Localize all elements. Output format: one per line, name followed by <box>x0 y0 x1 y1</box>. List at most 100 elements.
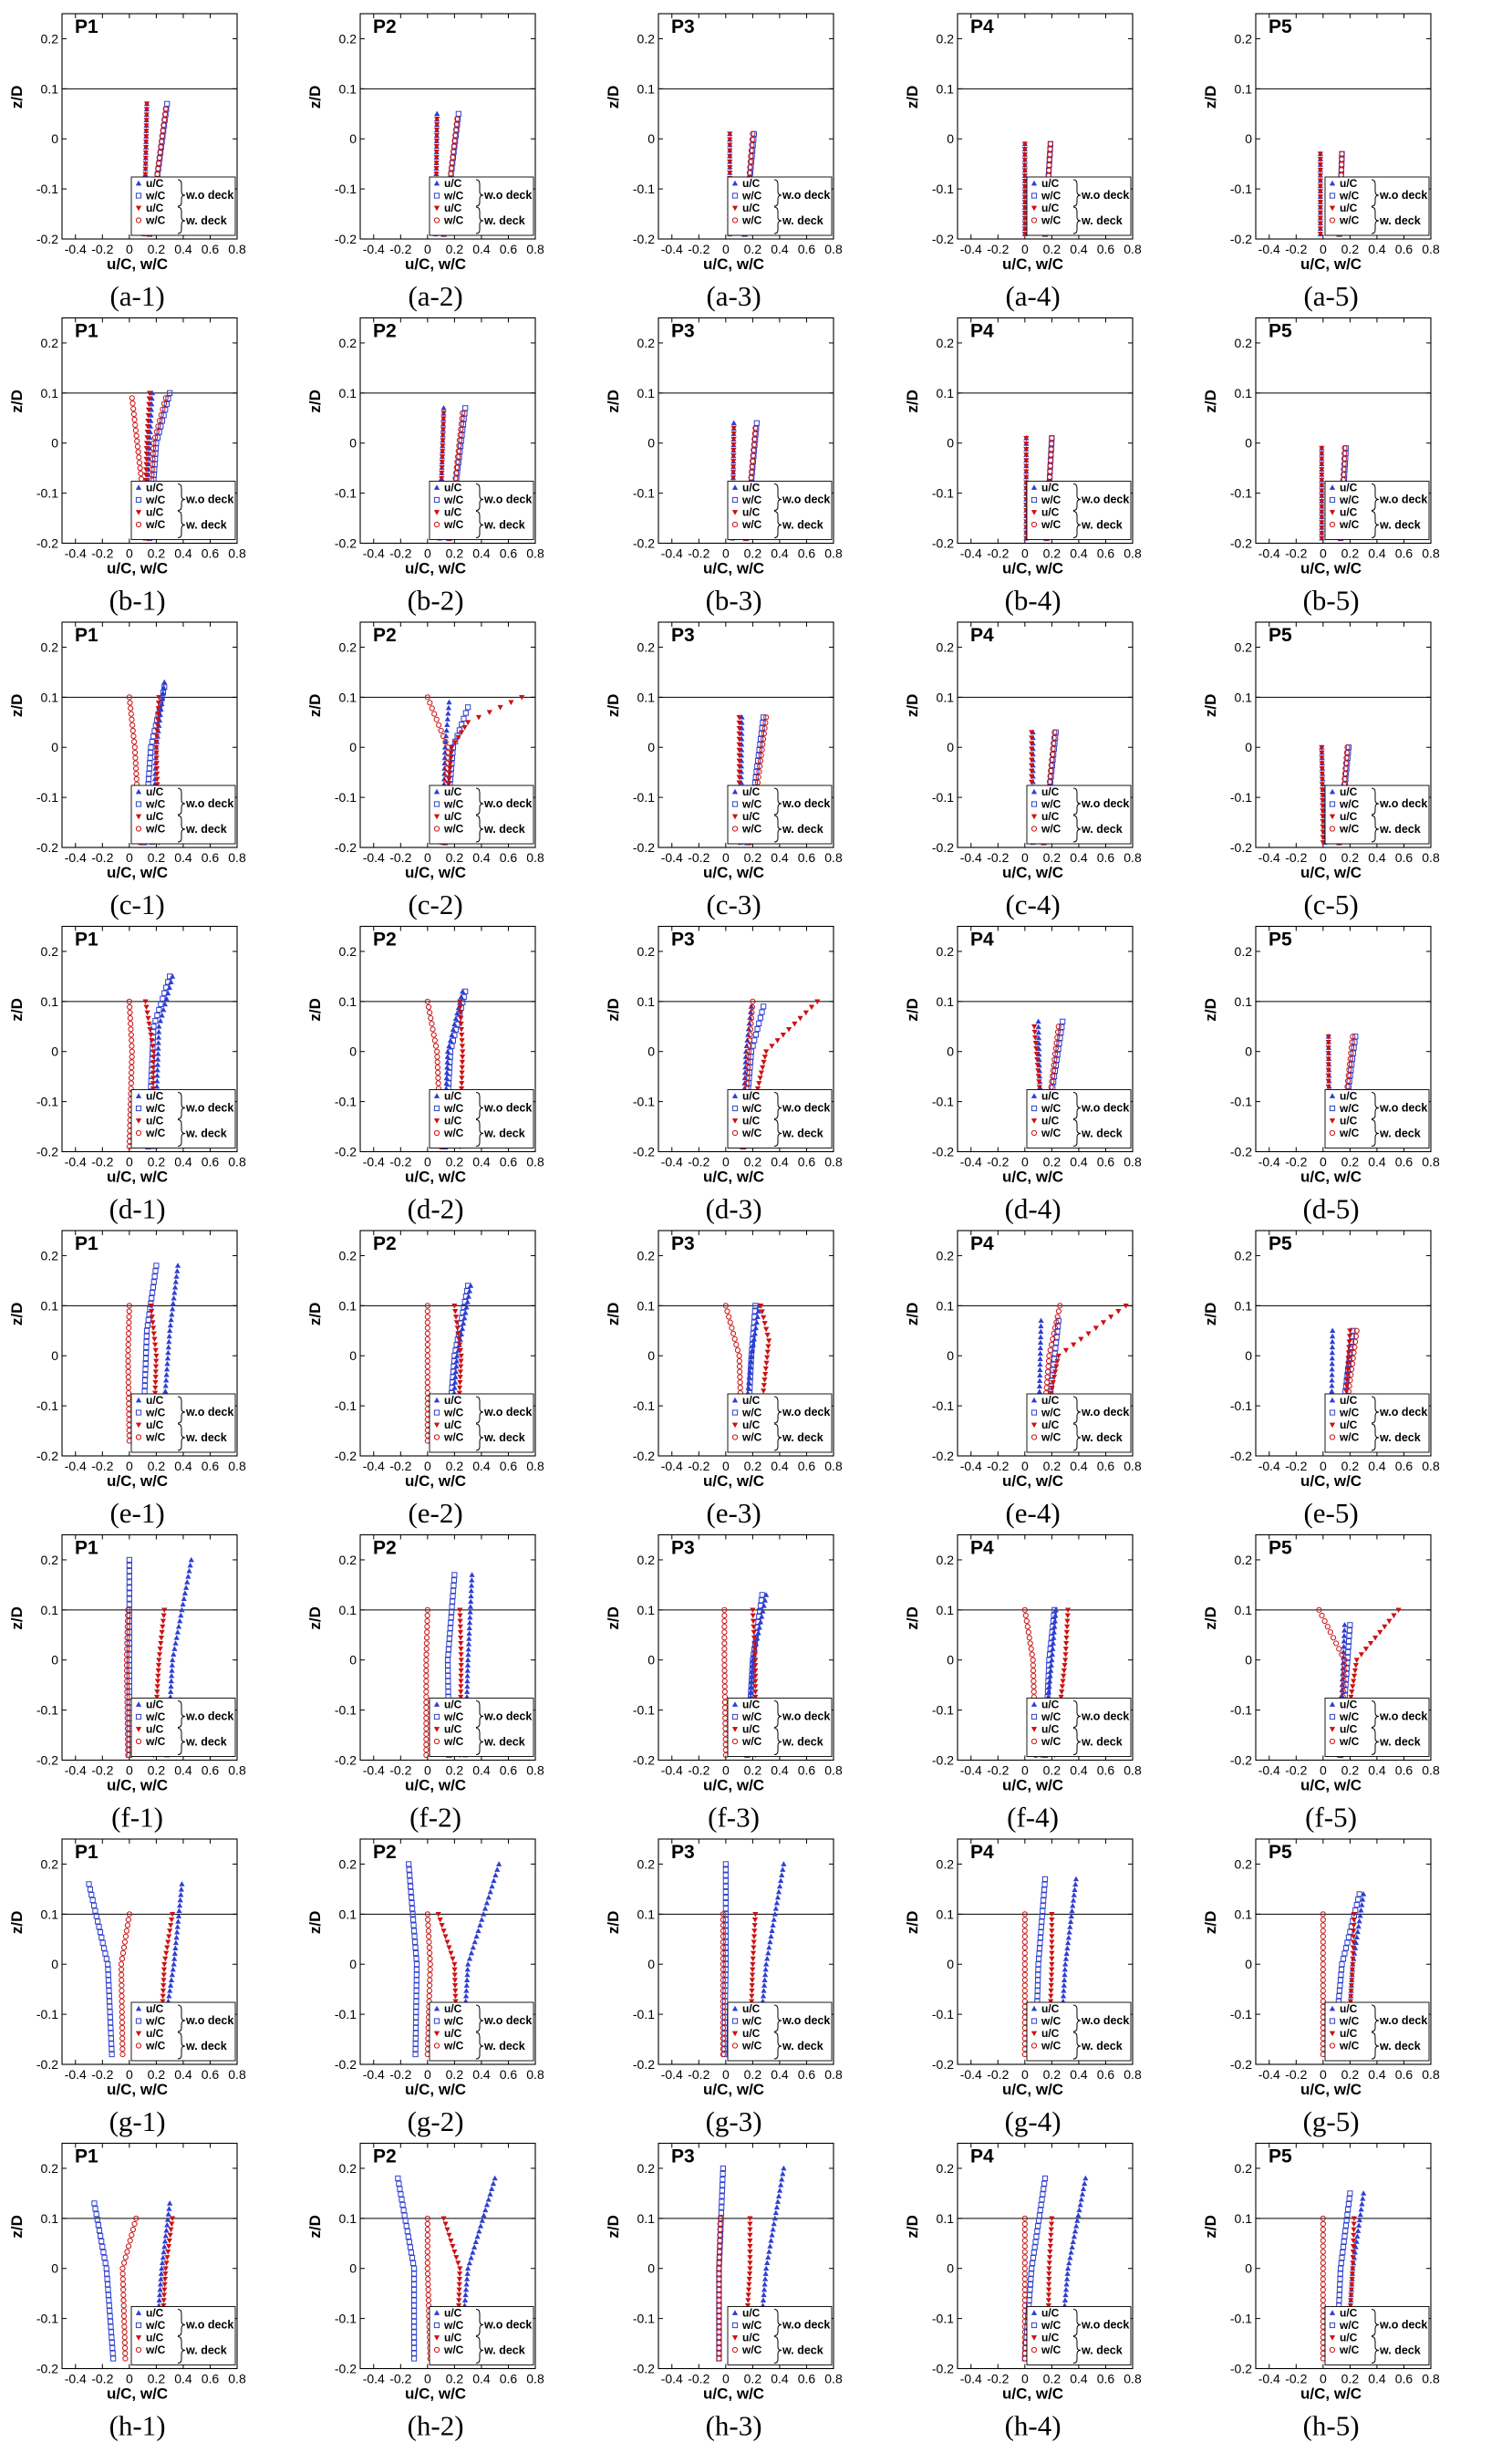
x-axis-label: u/C, w/C <box>1002 560 1063 577</box>
x-tick-label: 0.6 <box>1395 1459 1414 1473</box>
legend-group-label: w.o deck <box>1379 1406 1427 1419</box>
legend-group-label: w.o deck <box>782 1102 830 1115</box>
y-tick-label: 0 <box>647 1348 655 1363</box>
legend-entry: w/C <box>1339 494 1360 506</box>
y-axis-label: z/D <box>306 390 324 413</box>
legend-group-label: w. deck <box>483 1128 525 1140</box>
y-tick-label: 0.1 <box>339 1907 357 1921</box>
legend-entry: w/C <box>145 1127 166 1139</box>
x-tick-label: -0.2 <box>1285 850 1307 865</box>
x-tick-label: 0.6 <box>202 1459 220 1473</box>
x-tick-label: 0.2 <box>148 546 166 561</box>
legend-entry: w/C <box>1339 1127 1360 1139</box>
legend-entry: u/C <box>444 1699 462 1711</box>
legend-entry: u/C <box>146 1115 164 1128</box>
legend-entry: u/C <box>742 1419 761 1431</box>
legend-group-label: w.o deck <box>1379 797 1427 810</box>
y-tick-label: 0.2 <box>1235 31 1253 46</box>
x-tick-label: -0.2 <box>389 242 411 256</box>
panel-title: P1 <box>75 1538 98 1559</box>
legend-group-label: w.o deck <box>185 1102 233 1115</box>
x-tick-label: 0 <box>1320 850 1327 865</box>
x-tick-label: 0.4 <box>1368 1763 1386 1778</box>
legend-entry: w/C <box>741 823 762 836</box>
y-axis-label: z/D <box>8 998 26 1022</box>
panel-title: P4 <box>970 1233 994 1254</box>
y-tick-label: -0.2 <box>36 840 58 855</box>
x-tick-label: 0.6 <box>1097 1763 1115 1778</box>
y-tick-label: -0.1 <box>932 1095 954 1109</box>
x-axis-label: u/C, w/C <box>703 1169 764 1186</box>
y-tick-label: 0.1 <box>339 1603 357 1617</box>
x-tick-label: 0.4 <box>472 1155 491 1169</box>
y-axis-label: z/D <box>1202 1606 1219 1630</box>
x-tick-label: 0.2 <box>1043 1155 1062 1169</box>
y-tick-label: 0.1 <box>637 1603 656 1617</box>
panel-title: P5 <box>1269 16 1292 37</box>
x-tick-label: 0 <box>126 1459 133 1473</box>
y-axis-label: z/D <box>904 1303 921 1326</box>
panel-caption: (d-1) <box>109 1193 166 1225</box>
legend-entry: w/C <box>1041 1431 1062 1444</box>
x-tick-label: -0.4 <box>661 1459 683 1473</box>
y-axis-label: z/D <box>605 1303 622 1326</box>
x-tick-label: 0.6 <box>1097 1155 1115 1169</box>
y-tick-label: -0.2 <box>1230 536 1252 551</box>
y-tick-label: -0.2 <box>36 536 58 551</box>
legend-entry: u/C <box>1041 1699 1060 1711</box>
legend-entry: w/C <box>145 190 166 203</box>
x-tick-label: -0.2 <box>389 1763 411 1778</box>
legend-entry: w/C <box>741 1431 762 1444</box>
x-tick-label: 0.4 <box>174 1155 192 1169</box>
x-tick-label: -0.2 <box>1285 546 1307 561</box>
legend-entry: w/C <box>741 214 762 227</box>
x-tick-label: 0.6 <box>500 546 518 561</box>
x-tick-label: 0.2 <box>1043 242 1062 256</box>
x-tick-label: 0 <box>1021 1459 1029 1473</box>
x-tick-label: 0.4 <box>1368 850 1386 865</box>
legend-entry: w/C <box>145 518 166 531</box>
x-tick-label: 0.4 <box>771 1763 789 1778</box>
y-axis-label: z/D <box>904 390 921 413</box>
x-tick-label: -0.4 <box>661 1763 683 1778</box>
x-tick-label: 0.2 <box>1341 1763 1360 1778</box>
legend-entry: u/C <box>146 202 164 214</box>
panel-caption: (d-2) <box>408 1193 464 1225</box>
legend-entry: u/C <box>444 482 462 494</box>
x-tick-label: 0.4 <box>1070 1459 1088 1473</box>
y-tick-label: 0.2 <box>339 1856 357 1871</box>
x-tick-label: -0.4 <box>1258 1459 1280 1473</box>
y-tick-label: -0.2 <box>932 536 954 551</box>
x-tick-label: 0.2 <box>1043 1459 1062 1473</box>
x-tick-label: 0.8 <box>228 850 246 865</box>
y-tick-label: -0.2 <box>335 2057 357 2072</box>
legend-entry: u/C <box>444 1723 462 1736</box>
legend-group-label: w. deck <box>1081 214 1123 227</box>
x-tick-label: 0.8 <box>1422 1459 1440 1473</box>
panel-caption: (b-2) <box>408 585 464 617</box>
y-tick-label: 0.2 <box>339 1248 357 1263</box>
x-axis-label: u/C, w/C <box>1002 1472 1063 1490</box>
x-tick-label: -0.2 <box>688 1763 709 1778</box>
x-axis-label: u/C, w/C <box>405 864 466 881</box>
x-axis-label: u/C, w/C <box>1002 1777 1063 1794</box>
y-axis-label: z/D <box>8 390 26 413</box>
x-tick-label: -0.2 <box>1285 1763 1307 1778</box>
x-tick-label: 0.2 <box>1043 546 1062 561</box>
x-tick-label: 0.8 <box>228 242 246 256</box>
x-tick-label: 0.2 <box>446 1763 464 1778</box>
legend-entry: w/C <box>443 1127 464 1139</box>
legend-entry: u/C <box>1340 1699 1358 1711</box>
x-tick-label: 0 <box>722 546 730 561</box>
x-tick-label: 0.4 <box>174 242 192 256</box>
y-tick-label: 0.1 <box>637 994 656 1009</box>
panel-title: P4 <box>970 16 994 37</box>
x-tick-label: 0 <box>722 850 730 865</box>
x-tick-label: 0.6 <box>1097 546 1115 561</box>
x-axis-label: u/C, w/C <box>107 864 168 881</box>
legend-group-label: w. deck <box>483 1431 525 1444</box>
